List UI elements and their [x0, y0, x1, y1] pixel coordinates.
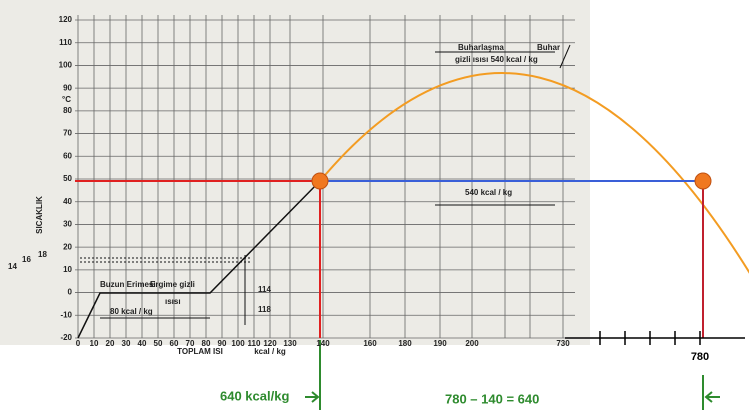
y-tick-label: 70 [63, 129, 72, 138]
y-tick-label: 10 [63, 265, 72, 274]
difference: 780 – 140 = 640 [445, 391, 539, 406]
x-title: TOPLAM ISI [177, 347, 223, 356]
y-tick-label: 80 [63, 106, 72, 115]
x-tick-label: 50 [154, 339, 163, 348]
melting: Buzun Erimesi [100, 280, 156, 289]
x-tick-label: 160 [363, 339, 377, 348]
vaporization-value: 540 kcal / kg [465, 188, 512, 197]
x-tick-label: 40 [138, 339, 147, 348]
x-tick-label: 120 [263, 339, 277, 348]
y-tick-label: 100 [59, 61, 73, 70]
latent-fusion: Ergime gizli [150, 280, 195, 289]
y-tick-label: 110 [59, 38, 72, 47]
latent-vaporization: gizli ısısı 540 kcal / kg [455, 55, 538, 64]
y-tick-label: -10 [60, 310, 72, 319]
x-tick-label: 110 [248, 339, 261, 348]
total-label: 640 kcal/kg [220, 388, 289, 403]
y-unit: °C [62, 95, 71, 104]
vaporization: Buharlaşma [458, 43, 504, 52]
y-tick-label: 120 [59, 15, 73, 24]
heat-word: ısısı [165, 297, 181, 306]
steam: Buhar [537, 43, 560, 52]
point [312, 173, 328, 189]
x-unit: kcal / kg [254, 347, 286, 356]
mark-114: 114 [258, 285, 271, 294]
x-tick-label: 30 [122, 339, 131, 348]
point [695, 173, 711, 189]
x-tick-label: 190 [433, 339, 447, 348]
y-tick-label: 20 [63, 242, 72, 251]
y-tick-label: 40 [63, 197, 72, 206]
x-tick-label: 80 [202, 339, 211, 348]
x-tick-label: 10 [90, 339, 99, 348]
y-tick-label: 50 [63, 174, 72, 183]
extension-tick-label: 780 [691, 351, 709, 363]
y-tick-label: 30 [63, 220, 72, 229]
x-tick-label: 100 [231, 339, 245, 348]
diagram: 640 kcal/kg 780 – 140 = 640 780 °C SICAK… [0, 0, 749, 419]
y-tick-label: 90 [63, 83, 72, 92]
y-tick-label: 0 [68, 288, 73, 297]
mark-16: 16 [22, 255, 31, 264]
y-tick-label: 60 [63, 151, 72, 160]
x-tick-label: 70 [186, 339, 195, 348]
x-tick-label: 60 [170, 339, 179, 348]
x-tick-label: 180 [398, 339, 412, 348]
fusion-value: 80 kcal / kg [110, 307, 153, 316]
x-tick-label: 140 [316, 339, 330, 348]
x-tick-label: 730 [556, 339, 570, 348]
x-tick-label: 130 [283, 339, 297, 348]
y-tick-label: -20 [60, 333, 72, 342]
mark-14: 14 [8, 262, 17, 271]
x-tick-label: 0 [76, 339, 81, 348]
x-tick-label: 200 [465, 339, 479, 348]
y-title: SICAKLIK [35, 196, 44, 234]
x-tick-label: 20 [106, 339, 115, 348]
mark-118: 118 [258, 305, 271, 314]
x-tick-label: 90 [218, 339, 227, 348]
mark-18: 18 [38, 250, 47, 259]
